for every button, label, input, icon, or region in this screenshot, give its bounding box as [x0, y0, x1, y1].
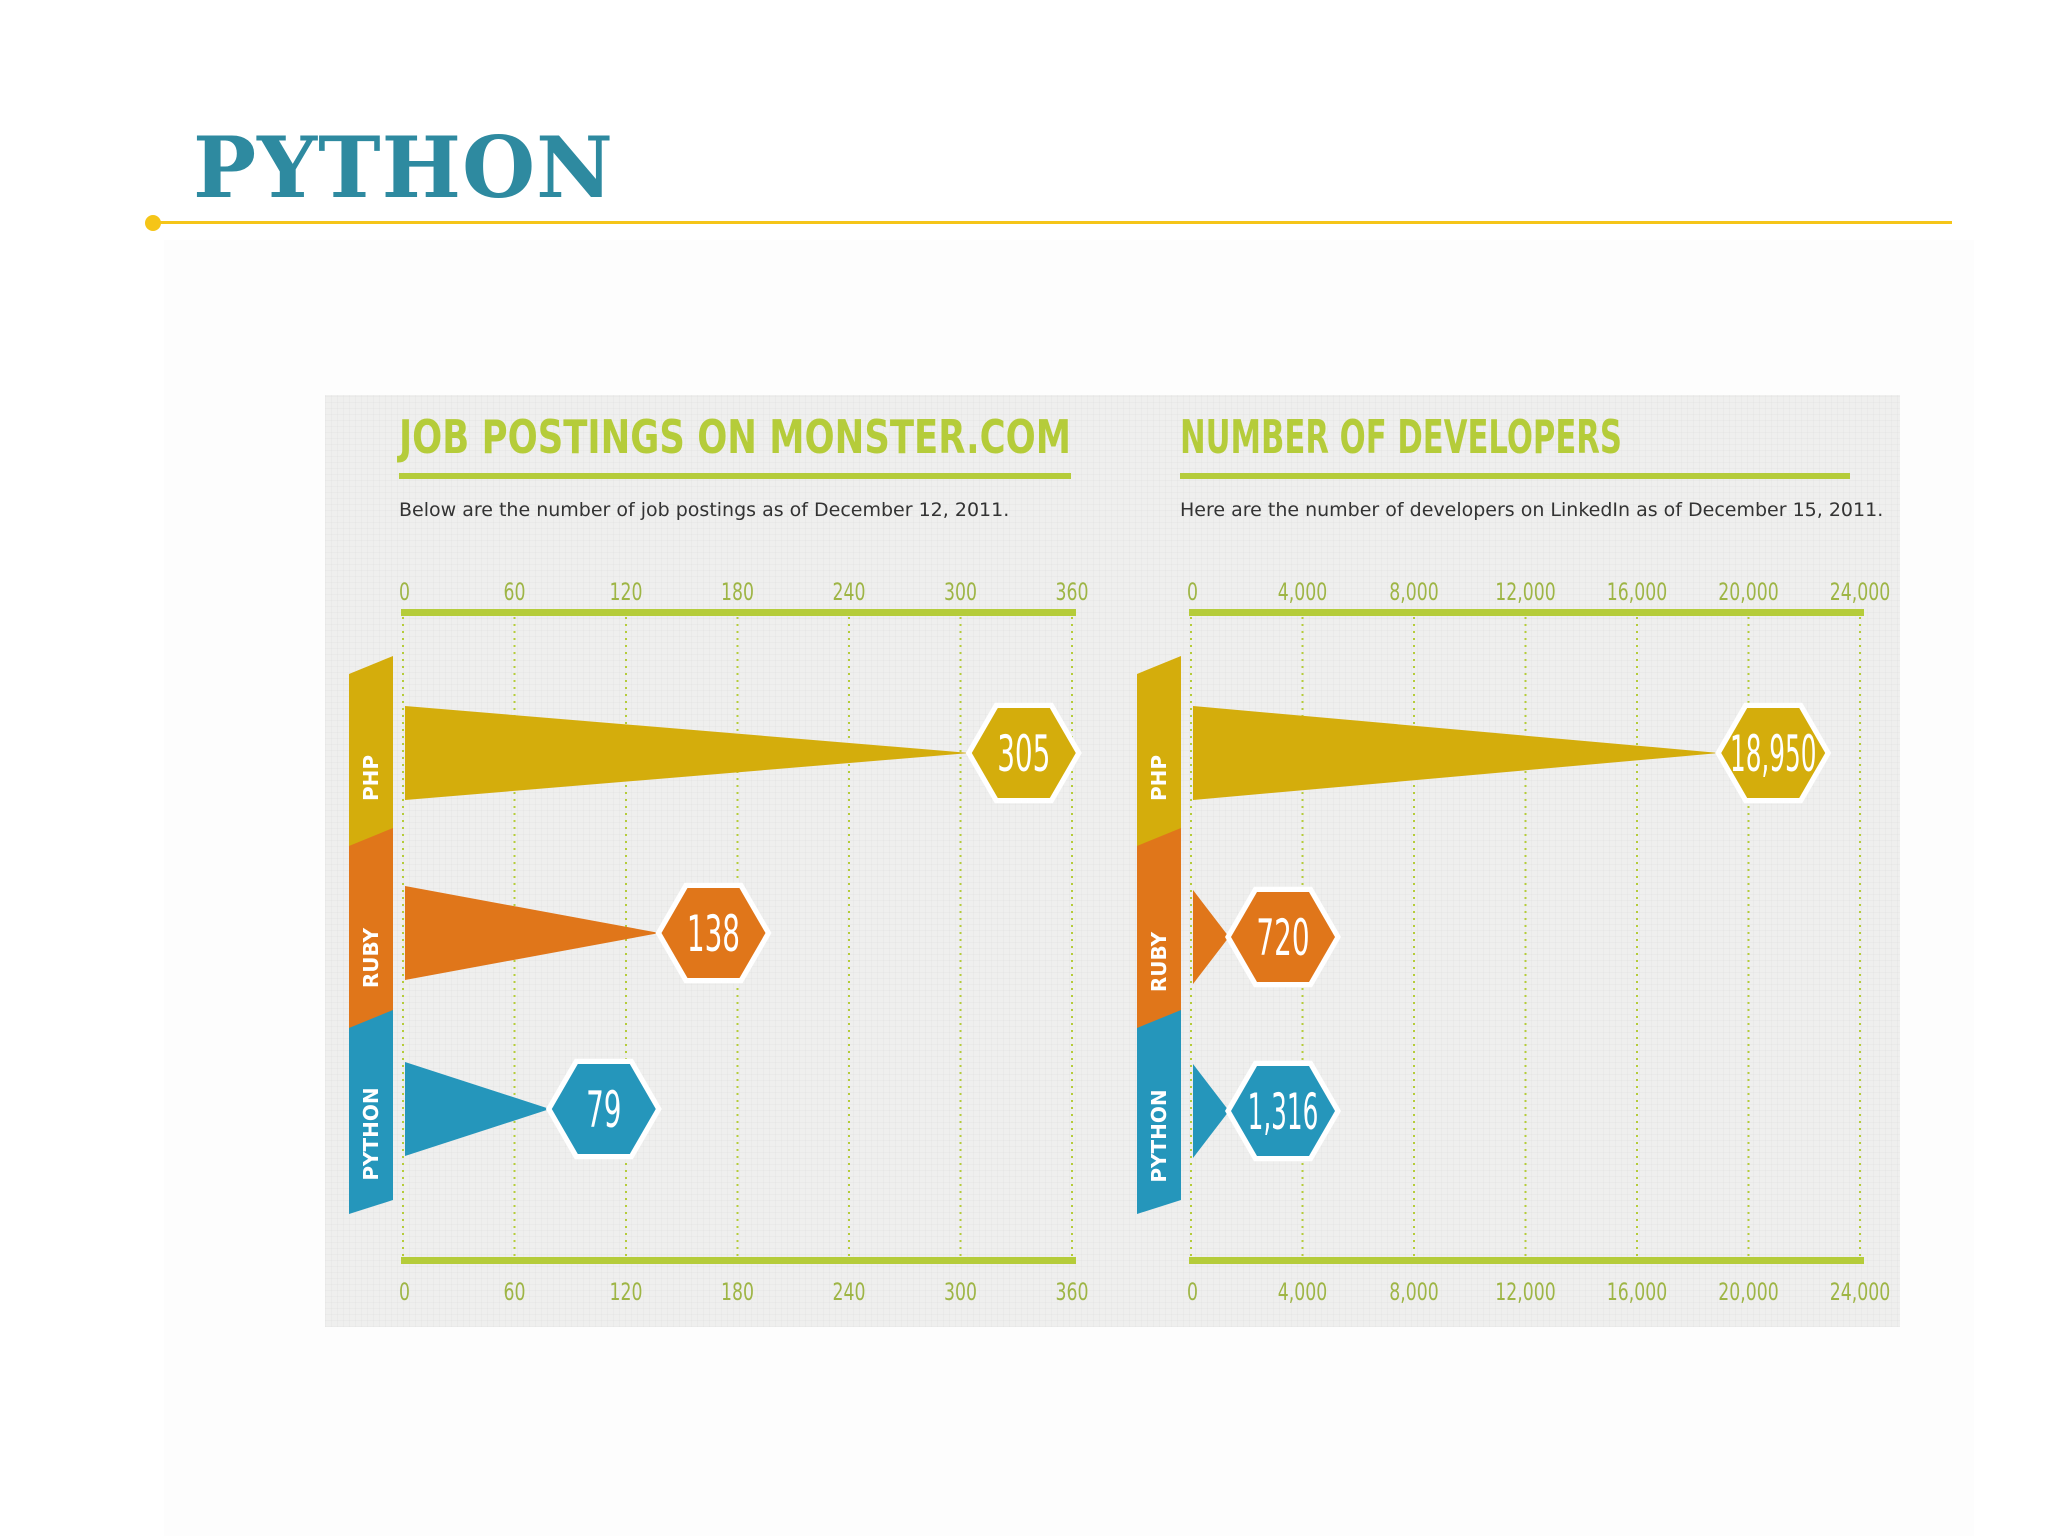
value-label: 720 [1256, 908, 1309, 967]
tick-label-bottom: 180 [721, 1279, 754, 1307]
tick-label-top: 8,000 [1389, 579, 1438, 607]
category-label: PHP [359, 755, 383, 801]
tick-label-top: 180 [721, 579, 754, 607]
category-banner-php [349, 656, 393, 860]
tick-label-top: 240 [833, 579, 866, 607]
chart-job-postings: JOB POSTINGS ON MONSTER.COM Below are the… [349, 410, 1088, 1307]
tick-label-top: 120 [610, 579, 643, 607]
value-label: 305 [997, 724, 1050, 783]
tick-label-bottom: 16,000 [1607, 1279, 1667, 1307]
value-badge [1231, 892, 1335, 982]
tick-label-bottom: 8,000 [1389, 1279, 1438, 1307]
axis-top [401, 609, 1076, 616]
tick-label-bottom: 24,000 [1830, 1279, 1890, 1307]
chart-title: NUMBER OF DEVELOPERS [1180, 410, 1622, 464]
value-badge [1231, 1066, 1335, 1156]
category-banner-ruby [1137, 828, 1181, 1032]
tick-label-bottom: 240 [833, 1279, 866, 1307]
value-bar-php [1193, 706, 1720, 800]
comparison-charts: JOB POSTINGS ON MONSTER.COM Below are the… [349, 410, 1890, 1307]
tick-label-bottom: 12,000 [1495, 1279, 1555, 1307]
tick-label-bottom: 360 [1056, 1279, 1089, 1307]
value-badge [971, 708, 1076, 798]
value-label: 79 [586, 1080, 621, 1139]
axis-bottom [1189, 1257, 1864, 1264]
chart-developers: NUMBER OF DEVELOPERS Here are the number … [1137, 410, 1890, 1307]
title-rule [399, 473, 1071, 479]
chart-title: JOB POSTINGS ON MONSTER.COM [397, 410, 1071, 464]
value-bar-python [1193, 1064, 1229, 1158]
tick-label-top: 20,000 [1718, 579, 1778, 607]
category-label: PYTHON [1147, 1089, 1171, 1182]
tick-label-top: 12,000 [1495, 579, 1555, 607]
value-bar-ruby [405, 886, 660, 980]
category-label: RUBY [1147, 931, 1171, 992]
tick-label-top: 16,000 [1607, 579, 1667, 607]
value-label: 18,950 [1730, 725, 1817, 783]
tick-label-bottom: 120 [610, 1279, 643, 1307]
title-rule [1180, 473, 1850, 479]
tick-label-top: 300 [944, 579, 977, 607]
tick-label-top: 4,000 [1278, 579, 1327, 607]
tick-label-bottom: 60 [504, 1279, 526, 1307]
tick-label-top: 24,000 [1830, 579, 1890, 607]
slide-title: PYTHON [193, 118, 614, 217]
tick-label-bottom: 20,000 [1718, 1279, 1778, 1307]
tick-label-bottom: 0 [1187, 1279, 1198, 1307]
tick-label-top: 0 [399, 579, 410, 607]
category-label: PYTHON [359, 1087, 383, 1180]
value-badge [551, 1064, 656, 1154]
category-banner-python [349, 1010, 393, 1214]
category-banner-php [1137, 656, 1181, 860]
title-underline [152, 221, 1952, 224]
value-bar-python [405, 1062, 550, 1156]
category-label: RUBY [359, 927, 383, 988]
tick-label-bottom: 4,000 [1278, 1279, 1327, 1307]
value-label: 138 [687, 904, 740, 963]
value-bar-ruby [1193, 890, 1229, 984]
tick-label-bottom: 300 [944, 1279, 977, 1307]
tick-label-bottom: 0 [399, 1279, 410, 1307]
category-banner-ruby [349, 828, 393, 1032]
value-badge [661, 888, 766, 978]
category-banner-python [1137, 1010, 1181, 1214]
tick-label-top: 360 [1056, 579, 1089, 607]
axis-top [1189, 609, 1864, 616]
value-badge [1721, 708, 1826, 798]
chart-subtitle: Here are the number of developers on Lin… [1180, 499, 1883, 521]
infographic: JOB POSTINGS ON MONSTER.COM Below are the… [325, 395, 1900, 1327]
chart-subtitle: Below are the number of job postings as … [399, 499, 1009, 521]
axis-bottom [401, 1257, 1076, 1264]
value-bar-php [405, 706, 970, 800]
value-label: 1,316 [1248, 1083, 1319, 1141]
category-label: PHP [1147, 755, 1171, 801]
tick-label-top: 60 [504, 579, 526, 607]
tick-label-top: 0 [1187, 579, 1198, 607]
title-underline-dot [145, 215, 161, 231]
